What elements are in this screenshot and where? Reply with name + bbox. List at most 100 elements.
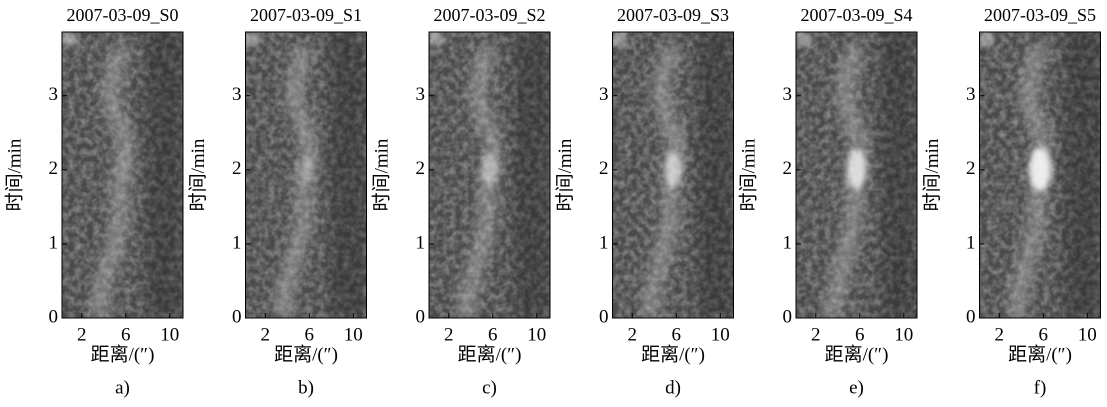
y-tick-label: 3 [416,84,426,105]
x-tick-label: 6 [121,324,131,345]
y-tick-label: 1 [49,232,59,253]
y-tick-label: 3 [599,84,609,105]
panel-label: d) [665,377,681,398]
y-tick-label: 3 [49,84,59,105]
image [245,32,367,318]
image-frame [612,31,734,319]
y-tick-label: 1 [783,232,793,253]
image-frame [61,31,184,319]
panel-title: 2007-03-09_S5 [984,5,1096,25]
image-shadow [697,32,734,318]
image-corner [979,32,994,46]
x-axis-label: 距离/(″) [641,343,705,365]
image [796,32,917,318]
panel-title: 2007-03-09_S1 [250,5,362,25]
y-axis-label: 时间/min [370,138,392,211]
panel: 2 6 10 0 1 2 3 2007-03-09_S1 距离/(″) 时间/min b) [187,5,367,398]
panel: 2 6 10 0 1 2 3 2007-03-09_S3 距离/(″) 时间/min d) [554,5,734,398]
y-tick-label: 0 [416,306,426,327]
panel-title: 2007-03-09_S0 [67,5,179,25]
x-tick-label: 2 [261,324,271,345]
x-tick-label: 6 [305,324,315,345]
image-shadow [1064,32,1101,318]
image-highlight [481,153,498,186]
image-highlight [1029,147,1051,192]
y-axis-label: 时间/min [737,138,759,211]
x-tick-label: 6 [855,324,865,345]
y-tick-label: 0 [599,306,609,327]
x-tick-label: 2 [995,324,1005,345]
image-corner [429,32,443,46]
y-tick-label: 0 [783,306,793,327]
image-corner [796,32,810,46]
y-axis-label: 时间/min [3,138,25,211]
panel: 2 6 10 0 1 2 3 2007-03-09_S4 距离/(″) 时间/min e) [737,5,918,398]
y-tick-label: 2 [783,158,793,179]
image-frame [245,31,367,319]
x-tick-label: 10 [527,324,546,345]
panel-label: c) [482,377,497,398]
y-tick-label: 2 [416,158,426,179]
panel-label: a) [115,377,130,398]
image-shadow [513,32,550,318]
x-tick-label: 10 [894,324,913,345]
image-frame [795,31,918,319]
x-tick-label: 6 [1039,324,1049,345]
panel: 2 6 10 0 1 2 3 2007-03-09_S5 距离/(″) 时间/min f) [921,5,1101,398]
x-axis-label: 距离/(″) [1008,343,1072,365]
x-tick-label: 10 [1078,324,1097,345]
panel: 2 6 10 0 1 2 3 2007-03-09_S0 距离/(″) 时间/min a) [3,5,184,398]
y-tick-label: 0 [49,306,59,327]
y-tick-label: 3 [232,84,242,105]
x-tick-label: 10 [344,324,363,345]
y-tick-label: 1 [232,232,242,253]
image-highlight [116,157,129,182]
y-axis-label: 时间/min [187,138,209,211]
x-axis-label: 距离/(″) [274,343,338,365]
x-tick-label: 2 [811,324,821,345]
image-shadow [146,32,183,318]
image [979,32,1101,318]
image-highlight [299,155,313,184]
y-tick-label: 1 [416,232,426,253]
y-tick-label: 2 [49,158,59,179]
image-shadow [330,32,367,318]
image-highlight [664,151,682,188]
panel-title: 2007-03-09_S2 [434,5,546,25]
image [62,32,183,318]
x-axis-label: 距离/(″) [91,343,155,365]
x-tick-label: 6 [672,324,682,345]
y-axis-label: 时间/min [921,138,943,211]
image-highlight [846,149,867,190]
x-axis-label: 距离/(″) [825,343,889,365]
panel-label: e) [849,377,864,398]
image-frame [428,31,551,319]
y-tick-label: 0 [232,306,242,327]
image-shadow [880,32,917,318]
y-tick-label: 3 [966,84,976,105]
x-tick-label: 2 [628,324,638,345]
image [429,32,550,318]
y-tick-label: 1 [966,232,976,253]
x-axis-label: 距离/(″) [458,343,522,365]
y-tick-label: 0 [966,306,976,327]
image [612,32,734,318]
x-tick-label: 10 [711,324,730,345]
x-tick-label: 2 [77,324,87,345]
x-tick-label: 6 [488,324,498,345]
y-tick-label: 2 [232,158,242,179]
image-corner [62,32,76,46]
panel-title: 2007-03-09_S3 [617,5,729,25]
y-tick-label: 3 [783,84,793,105]
image-corner [245,32,260,46]
panel-title: 2007-03-09_S4 [801,5,913,25]
y-axis-label: 时间/min [554,138,576,211]
y-tick-label: 1 [599,232,609,253]
image-corner [612,32,627,46]
panel: 2 6 10 0 1 2 3 2007-03-09_S2 距离/(″) 时间/min c) [370,5,551,398]
x-tick-label: 2 [444,324,454,345]
panel-label: b) [298,377,314,398]
panel-label: f) [1034,377,1047,398]
x-tick-label: 10 [160,324,179,345]
